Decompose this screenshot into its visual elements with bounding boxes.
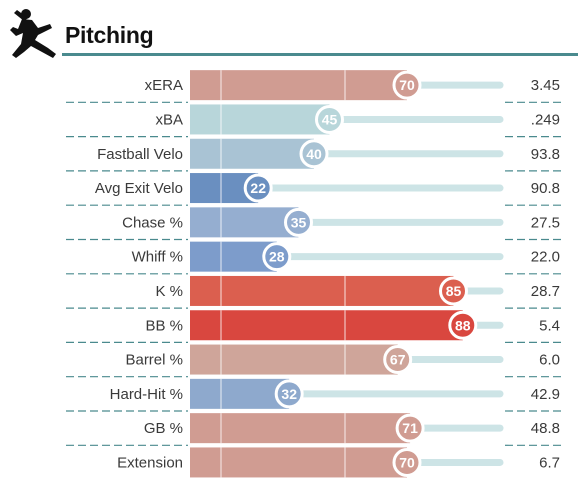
bar xyxy=(190,447,407,478)
category-label: Extension xyxy=(117,454,183,471)
percentile-label: 32 xyxy=(281,386,297,402)
bar-row: 45 xBA .249 xyxy=(66,104,562,138)
percentile-marker xyxy=(243,173,273,203)
chart-header: Pitching xyxy=(0,0,586,58)
bar-row: 71 GB % 48.8 xyxy=(66,413,562,446)
bar xyxy=(190,104,330,135)
bar-row: 88 BB % 5.4 xyxy=(66,310,562,343)
category-label: Fastball Velo xyxy=(97,146,183,163)
bar xyxy=(190,207,299,238)
bar xyxy=(190,70,407,101)
stat-value: 6.0 xyxy=(539,352,560,369)
bar-row: 35 Chase % 27.5 xyxy=(66,207,562,241)
percentile-label: 85 xyxy=(446,283,462,299)
percentile-label: 70 xyxy=(399,77,415,93)
bar xyxy=(190,413,411,444)
percentile-marker xyxy=(262,242,292,272)
category-label: K % xyxy=(155,283,183,300)
stat-value: 3.45 xyxy=(531,77,560,94)
category-label: GB % xyxy=(144,420,183,437)
bar xyxy=(190,138,314,169)
percentile-label: 70 xyxy=(399,454,415,470)
bar-row: 22 Avg Exit Velo 90.8 xyxy=(66,173,562,206)
bar xyxy=(190,344,398,375)
percentile-marker xyxy=(392,447,422,477)
stat-value: 28.7 xyxy=(531,283,560,300)
stat-value: .249 xyxy=(531,111,560,128)
percentile-marker xyxy=(284,207,313,237)
bar xyxy=(190,310,463,341)
percentile-marker xyxy=(439,276,468,306)
percentile-marker xyxy=(315,104,344,134)
bar xyxy=(190,378,290,409)
stat-value: 6.7 xyxy=(539,454,560,471)
category-label: BB % xyxy=(145,317,183,334)
percentile-label: 88 xyxy=(455,317,471,333)
percentile-label: 45 xyxy=(322,111,338,127)
stat-value: 90.8 xyxy=(531,180,560,197)
bar-row: 70 xERA 3.45 xyxy=(66,70,562,103)
category-label: Avg Exit Velo xyxy=(95,180,183,197)
chart-title: Pitching xyxy=(65,22,154,48)
bar-row: 28 Whiff % 22.0 xyxy=(66,241,562,275)
category-label: xBA xyxy=(155,111,183,128)
title-underline xyxy=(62,53,578,56)
bar-row: 70 Extension 6.7 xyxy=(117,447,560,478)
stat-value: 22.0 xyxy=(531,249,560,266)
percentile-marker xyxy=(274,379,304,409)
bar-row: 67 Barrel % 6.0 xyxy=(66,344,562,378)
percentile-label: 71 xyxy=(402,420,418,436)
percentile-marker xyxy=(299,139,329,169)
stat-value: 93.8 xyxy=(531,146,560,163)
bar-row: 85 K % 28.7 xyxy=(66,275,562,309)
stat-value: 27.5 xyxy=(531,214,560,231)
category-label: Hard-Hit % xyxy=(110,386,183,403)
pitcher-icon xyxy=(10,9,56,58)
stat-value: 48.8 xyxy=(531,420,560,437)
category-label: xERA xyxy=(145,77,183,94)
percentile-marker xyxy=(383,345,413,375)
stat-value: 42.9 xyxy=(531,386,560,403)
bar-row: 32 Hard-Hit % 42.9 xyxy=(66,378,562,412)
percentile-marker xyxy=(448,310,478,340)
category-label: Whiff % xyxy=(132,249,183,266)
percentile-label: 35 xyxy=(291,214,307,230)
category-label: Chase % xyxy=(122,214,183,231)
percentile-label: 28 xyxy=(269,249,285,265)
percentile-label: 40 xyxy=(306,146,322,162)
percentile-marker xyxy=(395,413,425,443)
percentile-label: 67 xyxy=(390,352,406,368)
stat-value: 5.4 xyxy=(539,317,560,334)
percentile-marker xyxy=(392,70,422,100)
category-label: Barrel % xyxy=(125,352,183,369)
percentile-label: 22 xyxy=(250,180,266,196)
bar xyxy=(190,275,454,306)
bar-row: 40 Fastball Velo 93.8 xyxy=(66,138,562,172)
